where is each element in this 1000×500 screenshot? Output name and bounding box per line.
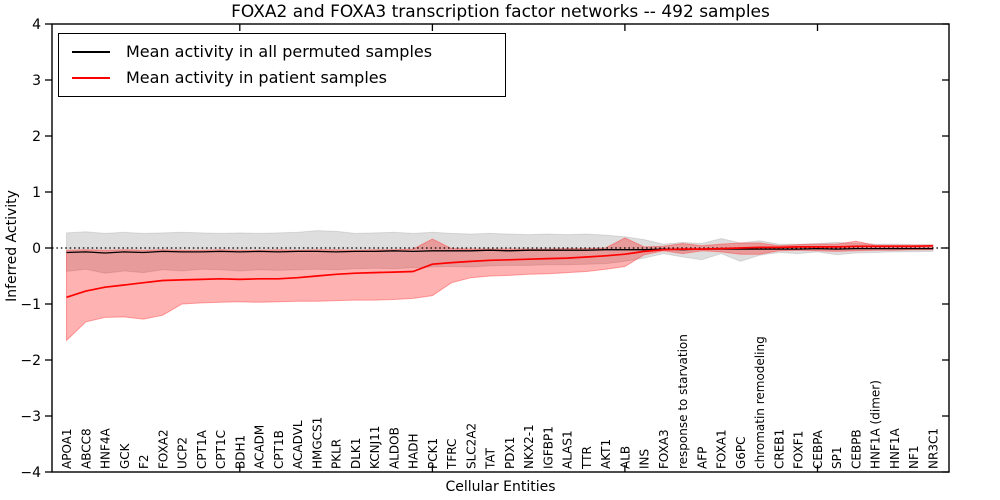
x-category-label: UCP2 <box>176 437 190 469</box>
x-category-label: CEBPB <box>850 429 864 469</box>
legend-label-permuted: Mean activity in all permuted samples <box>126 41 433 61</box>
y-tick-label: −3 <box>20 409 41 425</box>
x-category-label: TAT <box>484 447 498 470</box>
x-category-label: NR3C1 <box>927 428 941 469</box>
patient-mean-line <box>66 244 934 299</box>
legend-label-patient: Mean activity in patient samples <box>126 68 387 88</box>
x-category-label: G6PC <box>734 436 748 469</box>
x-category-label: ACADM <box>253 425 267 469</box>
patient-line-swatch <box>72 77 110 80</box>
x-category-label: HMGCS1 <box>310 417 324 469</box>
x-category-label: TTR <box>580 446 594 470</box>
x-axis-label: Cellular Entities <box>445 479 556 495</box>
x-category-label: FOXA3 <box>657 429 671 469</box>
y-tick-label: −2 <box>20 353 41 369</box>
y-tick-label: 2 <box>32 129 41 145</box>
x-category-label: NKX2-1 <box>522 424 536 469</box>
legend-item-permuted: Mean activity in all permuted samples <box>59 41 505 61</box>
x-category-label: ACADVL <box>291 420 305 469</box>
x-category-label: FOXA2 <box>156 429 170 469</box>
x-category-label: AFP <box>695 447 709 469</box>
permuted-line-swatch <box>72 50 110 53</box>
x-category-label: HNF4A <box>99 427 113 469</box>
x-category-label: NF1 <box>907 445 921 469</box>
x-category-label: DLK1 <box>349 438 363 469</box>
x-category-label: CEBPA <box>811 429 825 469</box>
x-category-label: HADH <box>407 434 421 470</box>
x-category-label: CPT1C <box>214 430 228 469</box>
x-category-label: CPT1A <box>195 429 209 469</box>
y-tick-label: −4 <box>20 465 41 481</box>
x-category-label: response to starvation <box>676 334 690 469</box>
permuted-mean-line <box>66 247 933 254</box>
patient-std-band <box>66 237 934 342</box>
x-category-label: BDH1 <box>233 435 247 469</box>
x-category-label: F2 <box>137 454 151 469</box>
x-category-label: PCK1 <box>426 438 440 469</box>
x-category-label: CPT1B <box>272 430 286 469</box>
y-axis-label: Inferred Activity <box>4 190 20 302</box>
x-category-label: IGFBP1 <box>541 426 555 469</box>
x-category-label: chromatin remodeling <box>753 336 767 469</box>
x-category-label: ALDOB <box>387 427 401 469</box>
x-category-label: HNF1A (dimer) <box>869 380 883 469</box>
x-category-label: GCK <box>118 442 132 469</box>
legend-box: Mean activity in all permuted samples Me… <box>58 33 506 97</box>
x-category-label: KCNJ11 <box>368 426 382 469</box>
x-category-label: PKLR <box>330 439 344 469</box>
y-tick-label: 4 <box>32 17 41 33</box>
x-category-label: AKT1 <box>599 439 613 469</box>
chart-title: FOXA2 and FOXA3 transcription factor net… <box>231 2 770 22</box>
permuted-std-band <box>66 230 934 274</box>
y-tick-label: 1 <box>32 185 41 201</box>
x-category-label: CREB1 <box>773 429 787 469</box>
x-category-label: ALAS1 <box>561 430 575 469</box>
x-category-label: ALB <box>618 446 632 469</box>
y-tick-label: 3 <box>32 73 41 89</box>
x-category-label: SP1 <box>830 447 844 470</box>
x-category-label: APOA1 <box>60 428 74 469</box>
x-category-label: SLC2A2 <box>464 423 478 469</box>
x-category-label: FOXA1 <box>715 429 729 469</box>
x-category-label: TFRC <box>445 439 459 470</box>
x-category-label: INS <box>638 449 652 469</box>
legend-item-patient: Mean activity in patient samples <box>59 69 505 87</box>
y-tick-label: −1 <box>20 297 41 313</box>
y-tick-label: 0 <box>32 241 41 257</box>
x-category-label: FOXF1 <box>792 431 806 469</box>
x-category-label: HNF1A <box>888 427 902 469</box>
x-category-label: ABCC8 <box>79 428 93 469</box>
x-category-label: PDX1 <box>503 437 517 469</box>
